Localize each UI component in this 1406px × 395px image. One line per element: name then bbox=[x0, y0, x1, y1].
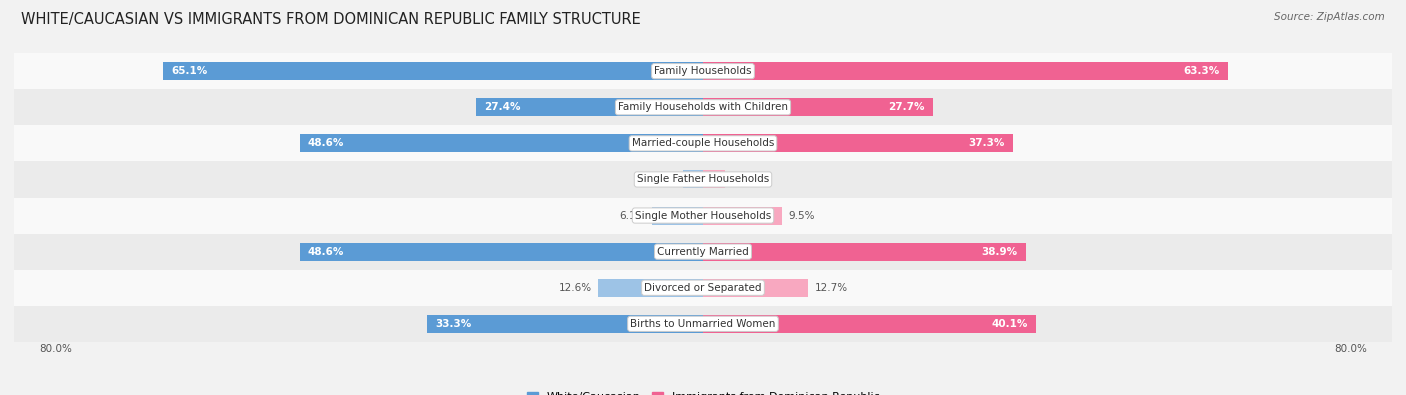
Text: 37.3%: 37.3% bbox=[967, 138, 1004, 149]
Text: Divorced or Separated: Divorced or Separated bbox=[644, 283, 762, 293]
Bar bbox=[703, 62, 1229, 80]
Text: Currently Married: Currently Married bbox=[657, 246, 749, 257]
Text: 48.6%: 48.6% bbox=[308, 138, 344, 149]
Bar bbox=[703, 243, 1026, 261]
Bar bbox=[0, 233, 1406, 270]
Bar bbox=[703, 315, 1036, 333]
Bar bbox=[163, 62, 703, 80]
Bar bbox=[299, 243, 703, 261]
Text: 38.9%: 38.9% bbox=[981, 246, 1018, 257]
Text: 80.0%: 80.0% bbox=[1334, 344, 1367, 354]
Bar bbox=[0, 306, 1406, 342]
Text: WHITE/CAUCASIAN VS IMMIGRANTS FROM DOMINICAN REPUBLIC FAMILY STRUCTURE: WHITE/CAUCASIAN VS IMMIGRANTS FROM DOMIN… bbox=[21, 12, 641, 27]
Text: Single Father Households: Single Father Households bbox=[637, 175, 769, 184]
Bar bbox=[0, 270, 1406, 306]
Bar bbox=[703, 279, 808, 297]
Text: Family Households with Children: Family Households with Children bbox=[619, 102, 787, 112]
Bar bbox=[599, 279, 703, 297]
Text: 48.6%: 48.6% bbox=[308, 246, 344, 257]
Bar bbox=[426, 315, 703, 333]
Bar bbox=[703, 207, 782, 225]
Text: 80.0%: 80.0% bbox=[39, 344, 72, 354]
Text: 27.7%: 27.7% bbox=[889, 102, 925, 112]
Bar bbox=[703, 98, 934, 116]
Bar bbox=[0, 198, 1406, 233]
Legend: White/Caucasian, Immigrants from Dominican Republic: White/Caucasian, Immigrants from Dominic… bbox=[527, 392, 879, 395]
Text: 9.5%: 9.5% bbox=[789, 211, 815, 220]
Text: Source: ZipAtlas.com: Source: ZipAtlas.com bbox=[1274, 12, 1385, 22]
Bar bbox=[0, 89, 1406, 125]
Text: 40.1%: 40.1% bbox=[991, 319, 1028, 329]
Text: Married-couple Households: Married-couple Households bbox=[631, 138, 775, 149]
Text: 2.6%: 2.6% bbox=[731, 175, 758, 184]
Bar bbox=[703, 170, 724, 188]
Text: 27.4%: 27.4% bbox=[484, 102, 520, 112]
Text: 12.6%: 12.6% bbox=[558, 283, 592, 293]
Bar bbox=[0, 125, 1406, 162]
Text: Family Households: Family Households bbox=[654, 66, 752, 76]
Bar bbox=[475, 98, 703, 116]
Text: 63.3%: 63.3% bbox=[1184, 66, 1220, 76]
Text: Births to Unmarried Women: Births to Unmarried Women bbox=[630, 319, 776, 329]
Bar bbox=[0, 162, 1406, 198]
Bar bbox=[652, 207, 703, 225]
Bar bbox=[299, 134, 703, 152]
Text: 2.4%: 2.4% bbox=[650, 175, 676, 184]
Text: 6.1%: 6.1% bbox=[619, 211, 645, 220]
Text: Single Mother Households: Single Mother Households bbox=[636, 211, 770, 220]
Text: 12.7%: 12.7% bbox=[815, 283, 848, 293]
Text: 65.1%: 65.1% bbox=[172, 66, 207, 76]
Bar bbox=[703, 134, 1012, 152]
Bar bbox=[0, 53, 1406, 89]
Bar bbox=[683, 170, 703, 188]
Text: 33.3%: 33.3% bbox=[434, 319, 471, 329]
